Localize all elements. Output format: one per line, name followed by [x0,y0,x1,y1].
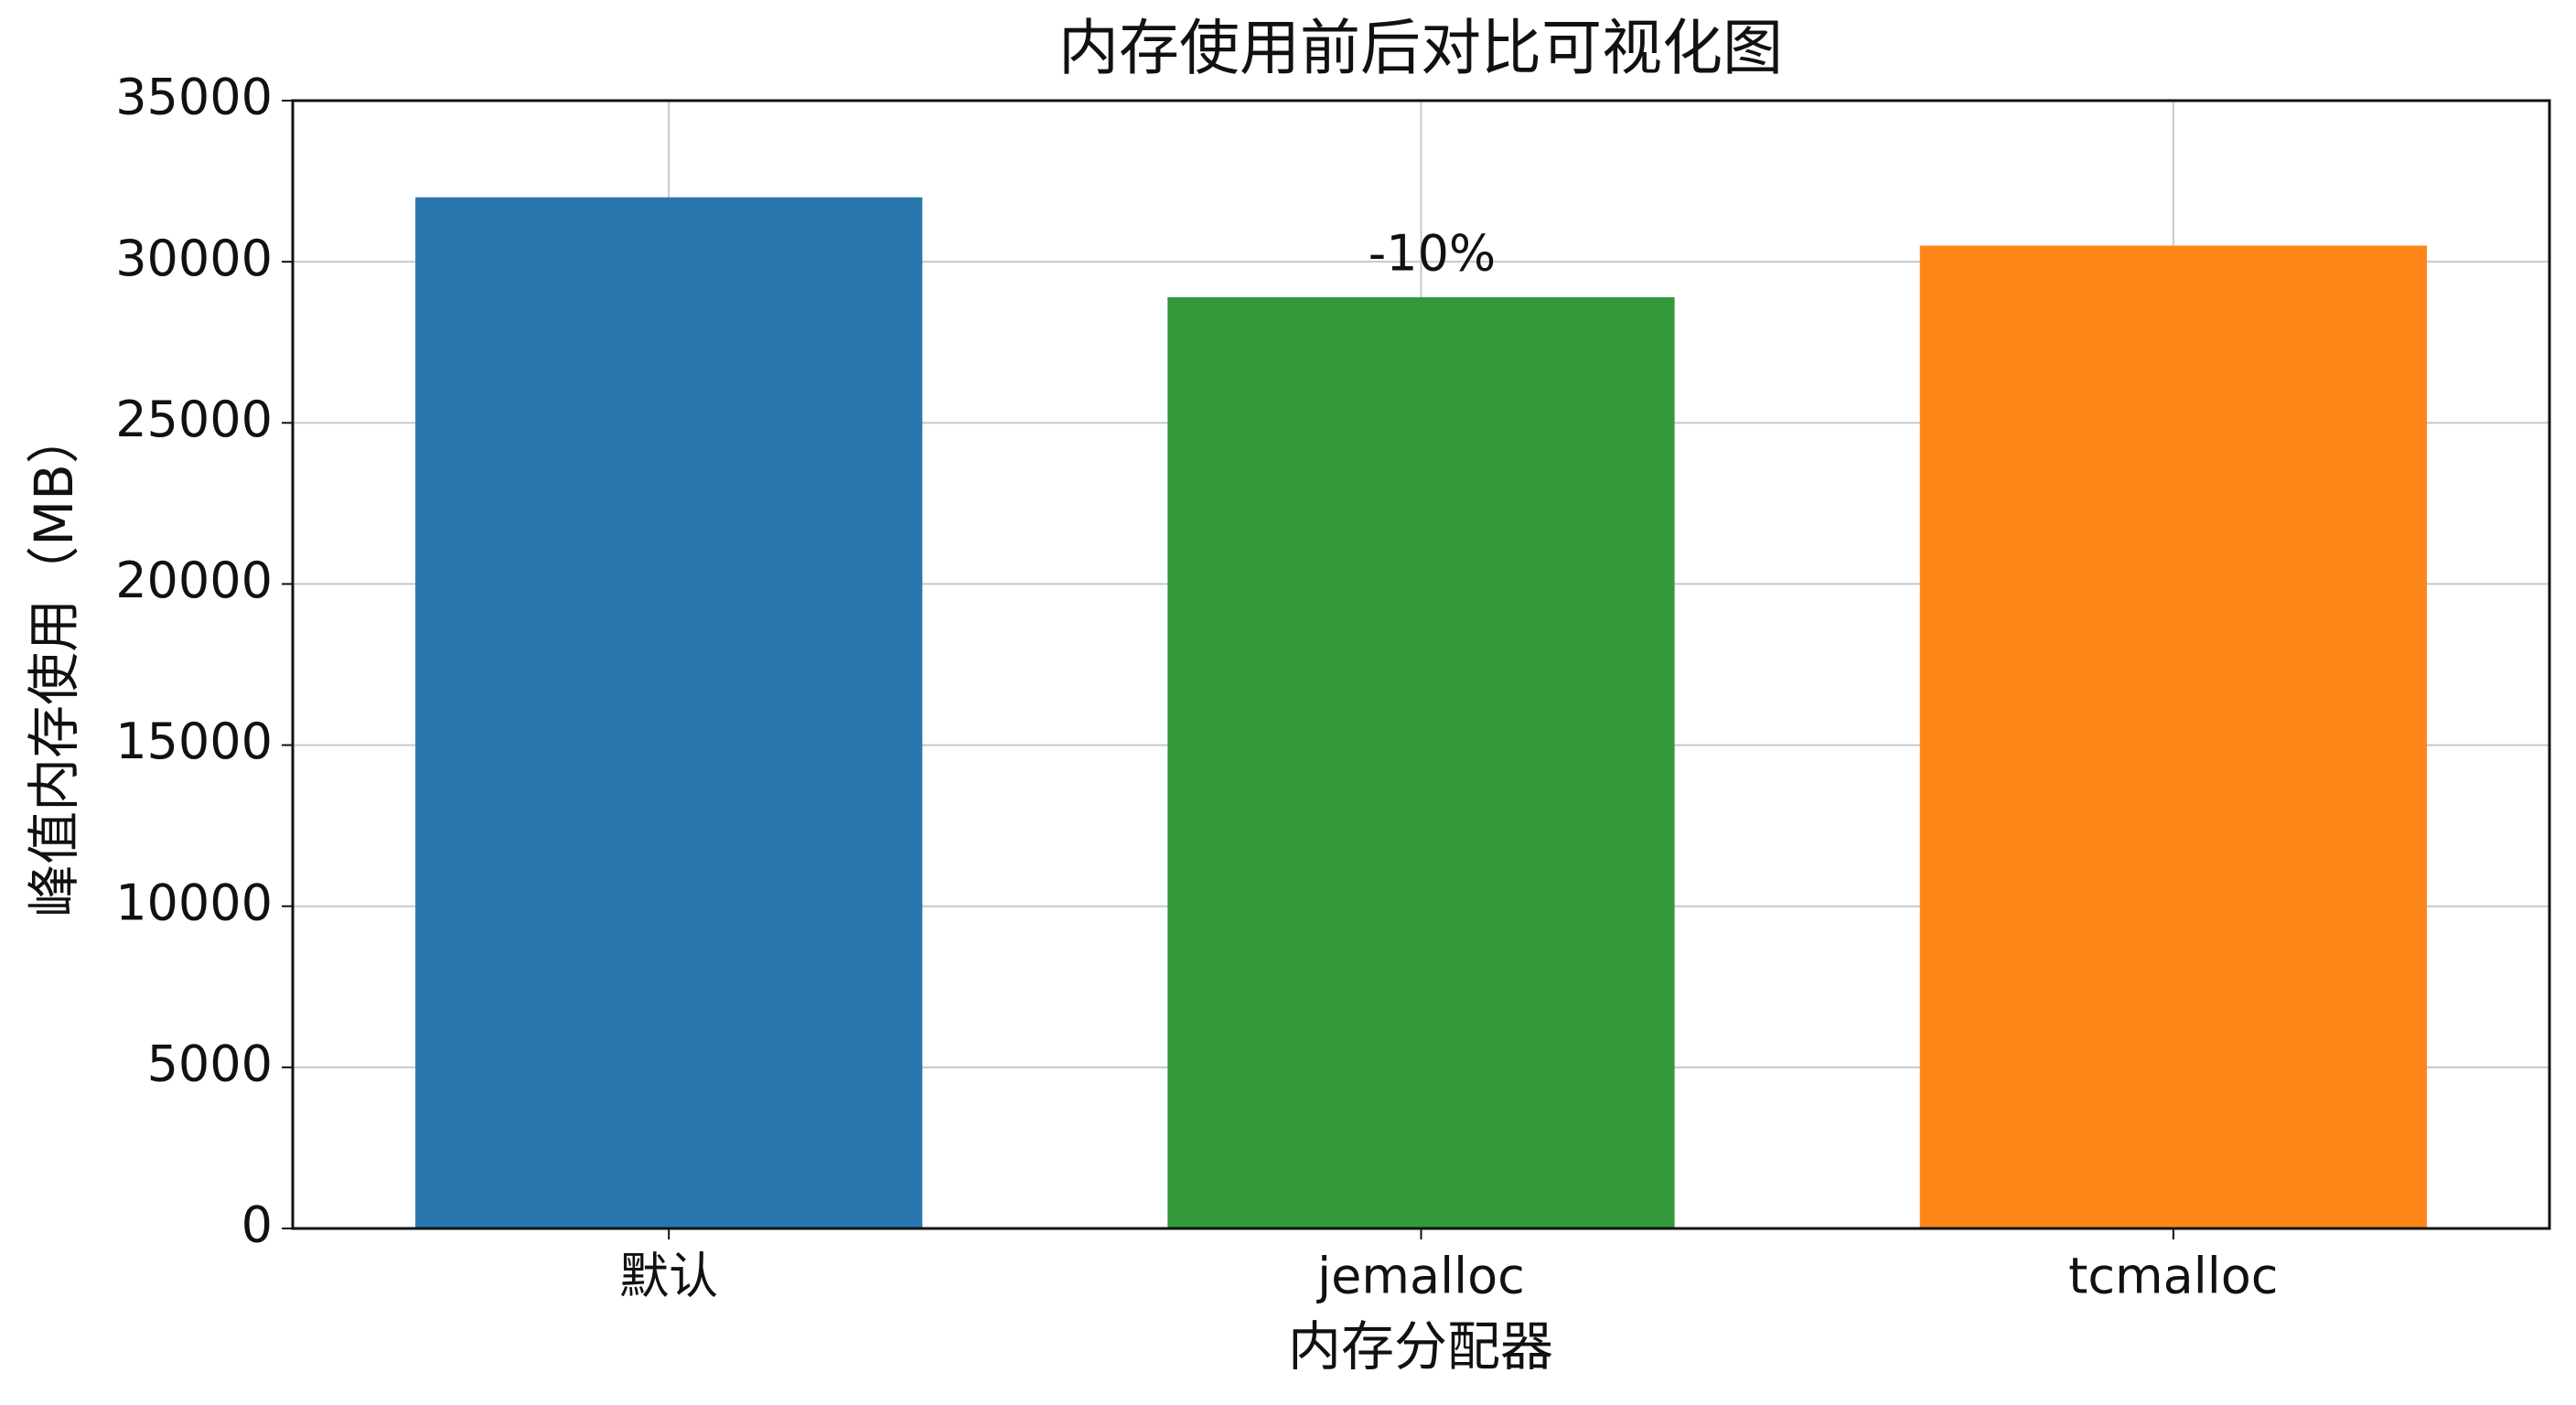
bar [415,197,923,1229]
x-tick-label: 默认 [619,1248,718,1305]
plot-frame [291,99,2551,1230]
y-tick-label: 15000 [115,713,273,770]
y-tick-label: 10000 [115,874,273,931]
bar [1919,245,2427,1228]
y-tick-label: 30000 [115,230,273,287]
y-tick-label: 25000 [115,391,273,448]
y-tick-label: 35000 [115,69,273,126]
x-tick-label: tcmalloc [2068,1248,2278,1305]
x-axis-label: 内存分配器 [1288,1315,1553,1378]
chart-title: 内存使用前后对比可视化图 [1058,13,1783,83]
y-axis-label: 峰值内存使用（MB） [23,411,85,917]
y-tick-label: 5000 [147,1035,273,1092]
y-tick-label: 20000 [115,552,273,609]
bar [1167,296,1675,1228]
y-tick-label: 0 [242,1196,273,1254]
annotation: -10% [1368,225,1497,283]
x-tick-label: jemalloc [1316,1248,1525,1305]
